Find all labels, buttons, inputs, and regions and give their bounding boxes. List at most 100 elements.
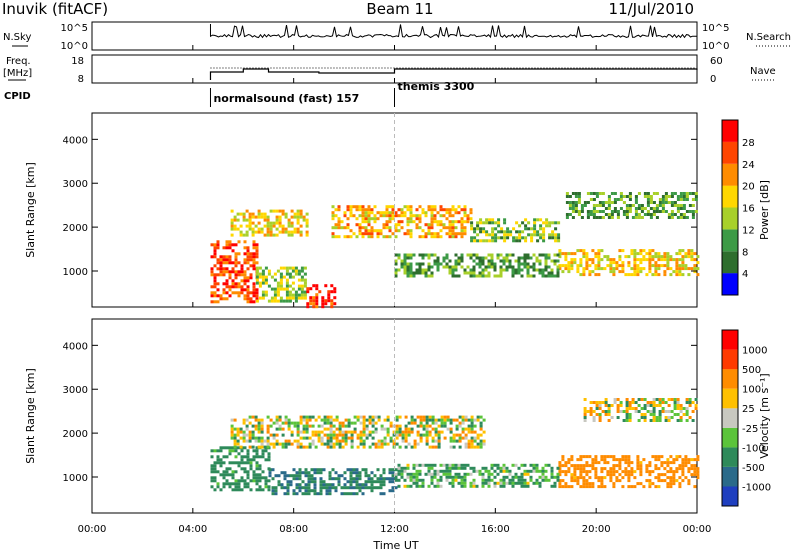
velocity-cell <box>325 483 329 487</box>
velocity-cell <box>693 473 697 477</box>
power-cell <box>637 216 641 219</box>
velocity-cell <box>561 455 565 459</box>
velocity-cell <box>391 489 395 493</box>
power-cell <box>628 198 632 201</box>
velocity-cell <box>654 467 658 471</box>
velocity-cell <box>275 433 279 437</box>
power-cell <box>285 284 289 288</box>
power-cell <box>613 198 617 201</box>
velocity-cell <box>687 479 691 483</box>
power-cell <box>225 279 229 283</box>
velocity-cell <box>481 481 485 485</box>
velocity-cell <box>520 472 524 476</box>
power-cell <box>601 201 605 204</box>
velocity-cell <box>535 481 539 485</box>
power-cell <box>249 276 253 280</box>
velocity-cell <box>320 439 324 443</box>
velocity-cell <box>254 427 258 431</box>
power-cell <box>379 232 383 236</box>
velocity-cell <box>284 442 288 446</box>
velocity-cell <box>219 461 223 465</box>
power-cell <box>216 246 220 250</box>
velocity-cell <box>532 481 536 485</box>
power-cell <box>243 282 247 286</box>
velocity-cell <box>299 436 303 440</box>
power-cell <box>643 192 647 195</box>
power-cell <box>551 236 555 240</box>
velocity-cell <box>473 430 477 434</box>
velocity-cell <box>302 415 306 419</box>
power-cell <box>518 224 522 228</box>
velocity-cell <box>639 470 643 474</box>
noise-left-tick-top: 10^5 <box>61 23 88 34</box>
power-cell <box>228 294 232 298</box>
velocity-cell <box>460 463 464 467</box>
power-cell <box>240 285 244 289</box>
velocity-cell <box>505 466 509 470</box>
power-cell <box>544 262 548 266</box>
velocity-cell <box>394 468 398 472</box>
power-cell <box>324 284 328 288</box>
velocity-cell <box>431 445 435 449</box>
velocity-cell <box>409 472 413 476</box>
velocity-cell <box>286 480 290 484</box>
power-cell <box>275 215 279 219</box>
velocity-cell <box>271 492 275 496</box>
cpid-segment-label: normalsound (fast) 157 <box>213 92 359 105</box>
power-cell <box>230 227 234 231</box>
power-cell <box>571 204 575 207</box>
velocity-cell <box>391 486 395 490</box>
velocity-cell <box>338 424 342 428</box>
velocity-cell <box>389 439 393 443</box>
velocity-cell <box>648 473 652 477</box>
power-cell <box>299 224 303 228</box>
velocity-cell <box>255 461 259 465</box>
velocity-cell <box>320 442 324 446</box>
power-cell <box>242 233 246 237</box>
power-cell <box>249 255 253 259</box>
power-cell <box>573 261 577 265</box>
velocity-cell <box>328 474 332 478</box>
velocity-cell <box>428 424 432 428</box>
power-cell <box>654 267 658 271</box>
velocity-cell <box>331 477 335 481</box>
power-cell <box>303 296 307 300</box>
velocity-cell <box>301 480 305 484</box>
velocity-cell <box>576 479 580 483</box>
velocity-cell <box>362 433 366 437</box>
power-cell <box>463 226 467 230</box>
power-cell <box>618 249 622 253</box>
colorbar-swatch <box>722 273 738 295</box>
power-cell <box>547 256 551 260</box>
power-cell <box>669 267 673 271</box>
power-cell <box>693 267 697 271</box>
velocity-cell <box>329 430 333 434</box>
velocity-cell <box>251 445 255 449</box>
velocity-cell <box>473 436 477 440</box>
velocity-cell <box>607 419 611 422</box>
velocity-cell <box>451 478 455 482</box>
power-cell <box>367 220 371 224</box>
velocity-cell <box>296 424 300 428</box>
power-cell <box>460 259 464 263</box>
power-cell <box>679 207 683 210</box>
power-cell <box>240 291 244 295</box>
velocity-cell <box>427 484 431 488</box>
velocity-cell <box>592 401 596 404</box>
power-cell <box>439 208 443 212</box>
power-cell <box>615 264 619 268</box>
power-cell <box>436 235 440 239</box>
velocity-cell <box>240 488 244 492</box>
power-cell <box>228 276 232 280</box>
velocity-cell <box>255 473 259 477</box>
velocity-cell <box>404 439 408 443</box>
velocity-cell <box>335 436 339 440</box>
power-cell <box>451 268 455 272</box>
velocity-cell <box>449 418 453 422</box>
velocity-cell <box>487 472 491 476</box>
velocity-cell <box>395 418 399 422</box>
noise-left-label: N.Sky <box>3 32 31 43</box>
power-cell <box>503 218 507 222</box>
power-cell <box>246 294 250 298</box>
power-cell <box>367 208 371 212</box>
